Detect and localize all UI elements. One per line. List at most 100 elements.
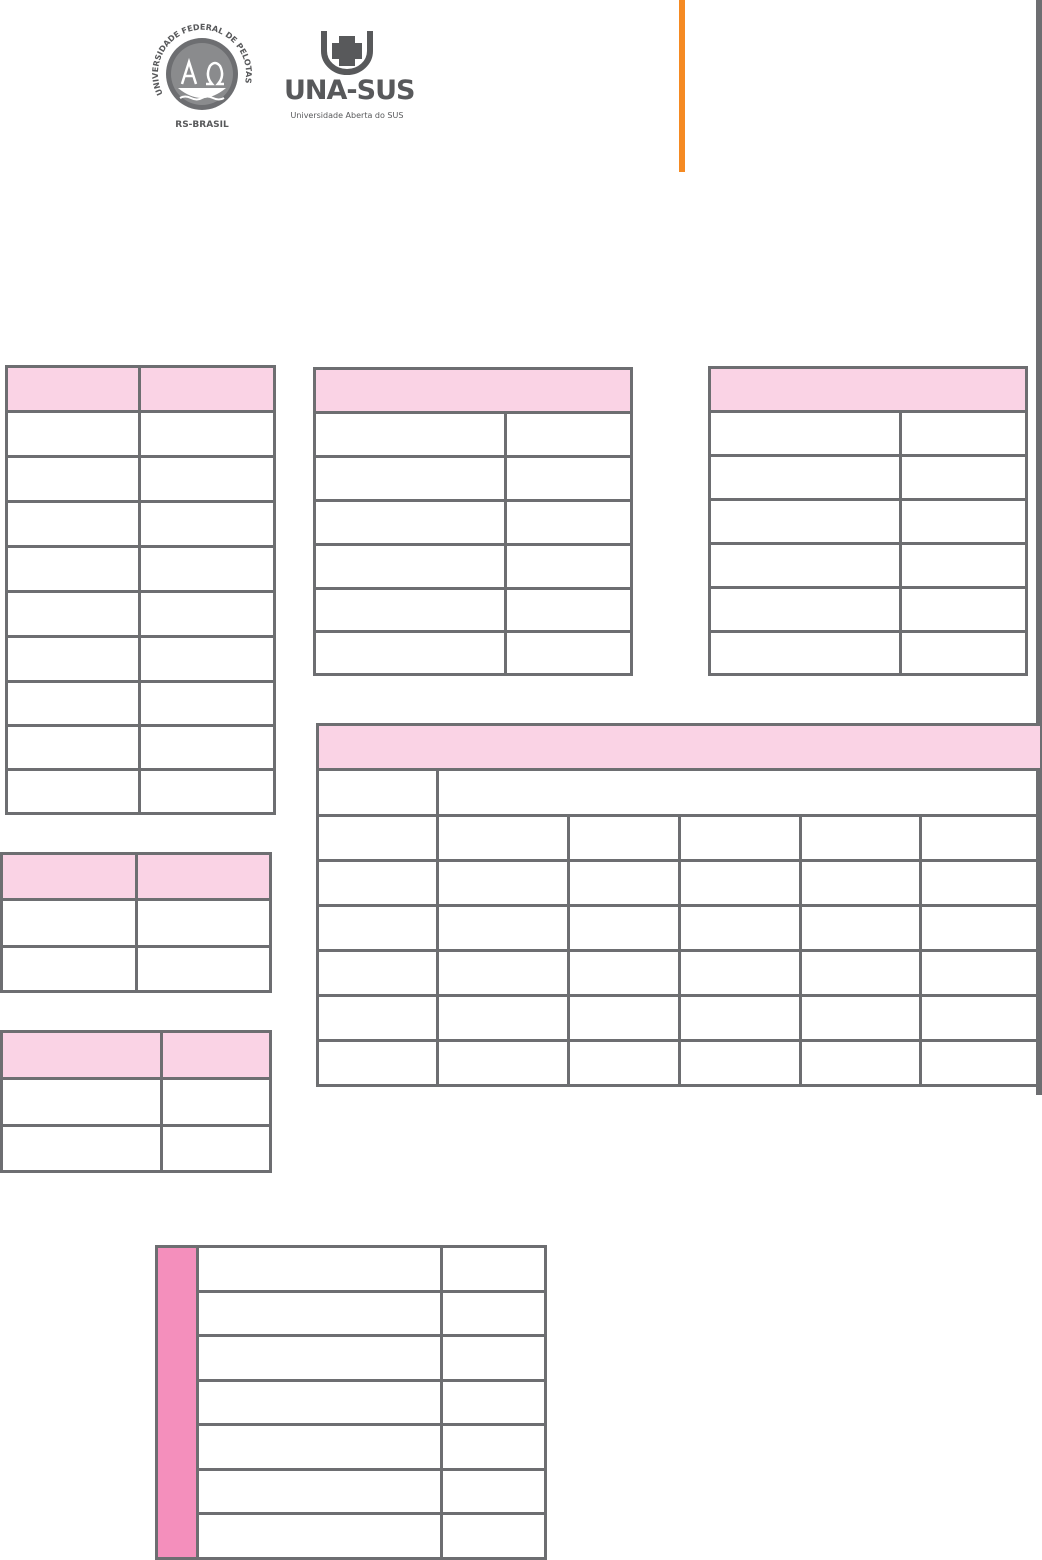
table-4-cell bbox=[315, 993, 439, 1042]
table-4-cell bbox=[315, 1038, 439, 1087]
table-4-cell bbox=[435, 858, 570, 907]
table-2-cell bbox=[503, 454, 633, 502]
table-2-cell bbox=[312, 410, 507, 458]
table-1-cell bbox=[137, 454, 276, 503]
table-6-cell bbox=[159, 1123, 272, 1173]
table-4-cell bbox=[566, 813, 681, 862]
table-4-cell bbox=[566, 1038, 681, 1087]
table-1-cell bbox=[137, 409, 276, 458]
table-4-header-cell bbox=[315, 722, 1042, 771]
table-6-header-cell bbox=[159, 1029, 272, 1080]
table-5-cell bbox=[134, 944, 272, 993]
table-2-cell bbox=[503, 542, 633, 590]
table-1-cell bbox=[4, 454, 141, 503]
table-1-header-cell bbox=[4, 364, 141, 413]
table-1-cell bbox=[4, 679, 141, 727]
table-1-cell bbox=[137, 679, 276, 727]
table-4-cell bbox=[566, 858, 681, 907]
table-6-header-cell bbox=[0, 1029, 163, 1080]
table-4-cell bbox=[677, 813, 802, 862]
table-7-cell bbox=[195, 1289, 443, 1337]
table-5-header-cell bbox=[134, 851, 272, 901]
table-1-cell bbox=[137, 544, 276, 593]
table-4-cell bbox=[918, 993, 1042, 1042]
table-1-cell bbox=[4, 544, 141, 593]
table-7-cell bbox=[439, 1244, 547, 1293]
table-5-header-cell bbox=[0, 851, 138, 901]
table-4-cell bbox=[918, 813, 1042, 862]
table-1-cell bbox=[137, 589, 276, 638]
table-4-cell bbox=[677, 948, 802, 997]
table-7-cell bbox=[195, 1511, 443, 1560]
table-2-cell bbox=[503, 629, 633, 676]
table-4-cell bbox=[918, 858, 1042, 907]
table-3-cell bbox=[707, 453, 902, 501]
table-2-cell bbox=[312, 586, 507, 633]
table-7-cell bbox=[195, 1467, 443, 1515]
table-7-cell bbox=[439, 1378, 547, 1426]
table-4-cell bbox=[798, 993, 922, 1042]
table-1-cell bbox=[137, 499, 276, 548]
table-1-cell bbox=[4, 589, 141, 638]
table-7-side-column bbox=[154, 1244, 199, 1560]
table-1-cell bbox=[4, 767, 141, 815]
table-4-cell bbox=[315, 813, 439, 862]
unasus-subtitle: Universidade Aberta do SUS bbox=[290, 111, 404, 120]
table-1-header-cell bbox=[137, 364, 276, 413]
table-4-cell bbox=[566, 903, 681, 952]
unasus-logo: UNA-SUS Universidade Aberta do SUS bbox=[284, 28, 415, 124]
table-4-cell bbox=[435, 1038, 570, 1087]
table-4-cell bbox=[435, 767, 1042, 817]
table-2-cell bbox=[503, 586, 633, 633]
table-6-cell bbox=[0, 1076, 163, 1127]
table-2-cell bbox=[312, 542, 507, 590]
table-3-cell bbox=[707, 497, 902, 545]
table-7-cell bbox=[439, 1467, 547, 1515]
table-4-cell bbox=[315, 948, 439, 997]
table-6-cell bbox=[159, 1076, 272, 1127]
table-4-cell bbox=[918, 1038, 1042, 1087]
table-4-cell bbox=[677, 903, 802, 952]
table-2-cell bbox=[312, 454, 507, 502]
table-4-cell bbox=[315, 767, 439, 817]
table-3-cell bbox=[707, 629, 902, 676]
table-2-cell bbox=[503, 498, 633, 546]
table-1-cell bbox=[4, 499, 141, 548]
table-4-cell bbox=[435, 813, 570, 862]
table-4-cell bbox=[677, 993, 802, 1042]
table-7-cell bbox=[439, 1289, 547, 1337]
table-4-cell bbox=[798, 813, 922, 862]
table-6-cell bbox=[0, 1123, 163, 1173]
table-3-cell bbox=[898, 585, 1028, 633]
table-5-cell bbox=[134, 897, 272, 948]
table-3-header-cell bbox=[707, 365, 1028, 413]
table-7-cell bbox=[439, 1333, 547, 1382]
table-1-cell bbox=[4, 723, 141, 771]
table-4-cell bbox=[918, 903, 1042, 952]
right-edge-bar bbox=[1036, 0, 1042, 1095]
table-4-cell bbox=[566, 993, 681, 1042]
table-3-cell bbox=[898, 453, 1028, 501]
ufpel-subtext: RS-BRASIL bbox=[175, 120, 229, 130]
table-3-cell bbox=[707, 541, 902, 589]
table-4-cell bbox=[435, 948, 570, 997]
table-4-cell bbox=[918, 948, 1042, 997]
table-4-cell bbox=[435, 993, 570, 1042]
table-1-cell bbox=[137, 634, 276, 683]
table-1-cell bbox=[4, 634, 141, 683]
table-2-cell bbox=[312, 498, 507, 546]
table-1-cell bbox=[137, 767, 276, 815]
table-4-cell bbox=[435, 903, 570, 952]
table-3-cell bbox=[707, 409, 902, 457]
table-1-cell bbox=[4, 409, 141, 458]
table-2-cell bbox=[312, 629, 507, 676]
table-7-cell bbox=[195, 1378, 443, 1426]
table-7-cell bbox=[195, 1333, 443, 1382]
table-5-cell bbox=[0, 897, 138, 948]
table-5-cell bbox=[0, 944, 138, 993]
table-7-cell bbox=[195, 1422, 443, 1471]
orange-accent-bar bbox=[679, 0, 685, 172]
ufpel-logo: UNIVERSIDADE FEDERAL DE PELOTAS RS-BRASI… bbox=[142, 20, 262, 132]
table-4-cell bbox=[677, 858, 802, 907]
table-4-cell bbox=[798, 1038, 922, 1087]
